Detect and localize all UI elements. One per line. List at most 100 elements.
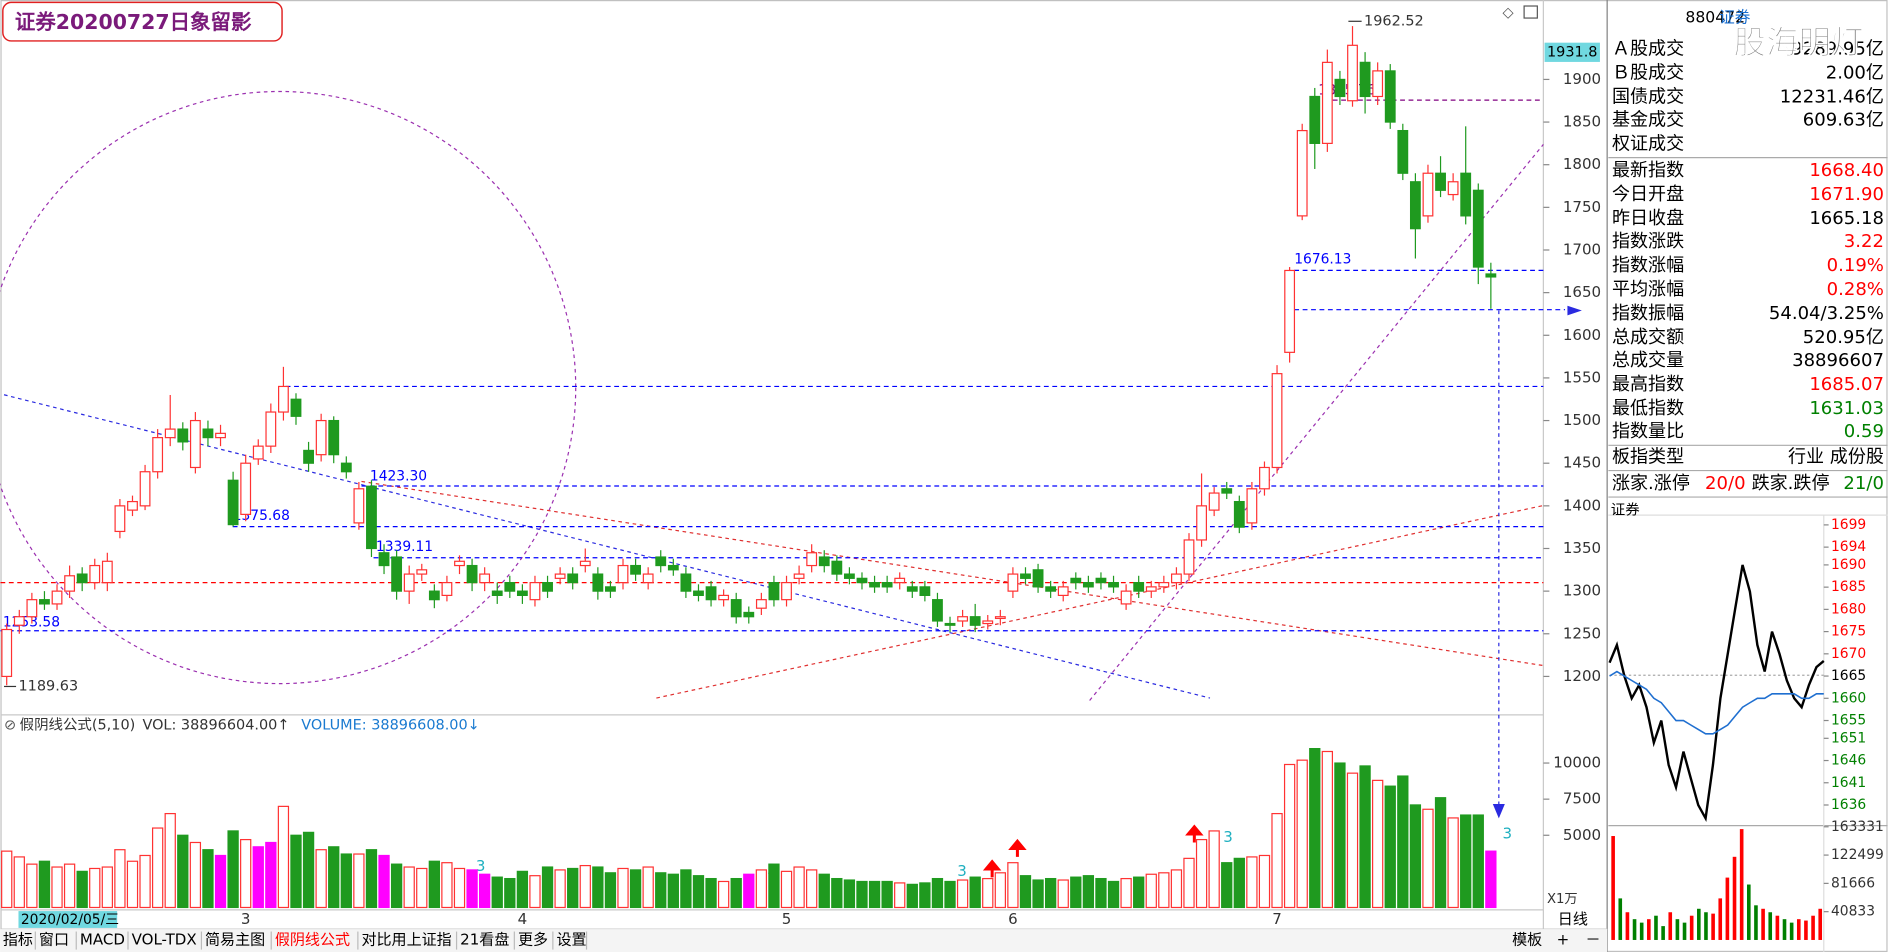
toolbar-tab[interactable]: 设置 xyxy=(556,930,586,948)
candle-body xyxy=(906,586,918,592)
toolbar-tab[interactable]: 窗口 xyxy=(39,930,69,948)
candle-body xyxy=(1045,586,1057,592)
volume-bar xyxy=(931,877,944,909)
period-label[interactable]: 日线 xyxy=(1558,910,1588,928)
info-value: 1665.18 xyxy=(1809,208,1884,229)
volume-bar xyxy=(692,875,705,909)
volume-bar xyxy=(38,860,51,909)
icon[interactable] xyxy=(1523,5,1538,19)
volume-bar xyxy=(1283,763,1296,909)
toolbar-tab[interactable]: 假阴线公式 xyxy=(275,930,350,948)
info-value: 1671.90 xyxy=(1809,184,1884,205)
candle-body xyxy=(1032,569,1044,588)
volume-bar xyxy=(1032,879,1044,909)
candle-body xyxy=(51,590,63,605)
info-value: 1685.07 xyxy=(1809,374,1884,395)
candle-body xyxy=(957,616,969,622)
volume-bar xyxy=(365,849,378,909)
candle-body xyxy=(1309,95,1321,144)
volume-bar xyxy=(1632,919,1637,940)
panel-icon[interactable]: ⊘ xyxy=(4,718,16,734)
y-tick-label: 1300 xyxy=(1563,582,1601,600)
candle-body xyxy=(428,590,440,601)
volume-bar xyxy=(982,877,994,909)
candle-body xyxy=(579,560,591,567)
y-tick-label: 1350 xyxy=(1563,539,1601,557)
toolbar-tab[interactable]: MACD xyxy=(80,930,125,948)
cursor-value-box xyxy=(1544,42,1600,62)
candle-body xyxy=(1208,492,1220,511)
y-tick-label: 1675 xyxy=(1831,624,1866,640)
zoom-in[interactable]: + xyxy=(1557,930,1570,948)
toolbar-tab[interactable]: 更多 xyxy=(518,930,548,948)
info-value: 1668.40 xyxy=(1809,160,1884,181)
candle-body xyxy=(403,573,415,592)
watermark: 股海明灯 xyxy=(1734,24,1864,62)
x-tick-label: 3 xyxy=(241,910,251,928)
candle-body xyxy=(1359,61,1371,98)
candle-body xyxy=(1145,586,1157,592)
volume-bar xyxy=(1747,884,1751,940)
volume-bar xyxy=(202,849,214,909)
info-label: 最新指数 xyxy=(1612,160,1684,181)
y-tick-label: 1641 xyxy=(1831,775,1866,791)
candle-body xyxy=(1007,573,1019,592)
volume-bar xyxy=(441,862,453,909)
volume-bar xyxy=(302,831,315,909)
template-button[interactable]: 模板 xyxy=(1512,930,1542,948)
volume-bar xyxy=(453,867,466,909)
volume-bar xyxy=(1725,877,1730,940)
volume-bar xyxy=(1654,915,1658,940)
info-label: 国债成交 xyxy=(1612,86,1684,107)
volume-bar xyxy=(378,854,390,909)
candle-body xyxy=(768,582,780,601)
candle-body xyxy=(76,573,88,584)
toolbar-tab[interactable]: 21看盘 xyxy=(460,930,509,948)
volume-bar xyxy=(1397,775,1409,909)
candle-body xyxy=(290,398,302,417)
volume-bar xyxy=(1768,912,1773,940)
candle-body xyxy=(353,488,365,524)
toolbar-tab[interactable]: 指标 xyxy=(3,930,33,948)
arrow-head xyxy=(1567,305,1582,316)
toolbar-tab[interactable]: 简易主图 xyxy=(205,930,265,948)
x-tick-label: 5 xyxy=(782,910,792,928)
y-tick-label: 1636 xyxy=(1831,797,1866,813)
drawings xyxy=(0,90,1582,819)
candle-body xyxy=(1221,488,1233,494)
candle-body xyxy=(1070,577,1082,584)
toolbar-tab[interactable]: 对比用上证指 xyxy=(361,930,451,948)
volume-bar xyxy=(1170,869,1183,909)
y-tick-label: 1680 xyxy=(1831,601,1866,617)
candle-body xyxy=(567,573,579,584)
candle-body xyxy=(693,590,704,597)
info-value: 2.00亿 xyxy=(1826,62,1884,83)
candle-body xyxy=(1246,488,1258,524)
volume-bar xyxy=(1675,919,1680,940)
zoom-out[interactable]: － xyxy=(1585,930,1600,948)
candle-body xyxy=(504,582,516,592)
info-label: 总成交量 xyxy=(1612,350,1684,371)
volume-bar xyxy=(1472,814,1484,909)
y-tick-label: 1694 xyxy=(1831,539,1866,555)
volume-bar xyxy=(680,869,692,909)
signal-label: 3 xyxy=(1223,828,1233,846)
candle-body xyxy=(1171,573,1182,584)
candle-body xyxy=(705,586,717,601)
icon[interactable]: ◇ xyxy=(1502,5,1514,21)
info-label: 基金成交 xyxy=(1612,109,1684,130)
candle-body xyxy=(315,419,327,456)
volume-bar xyxy=(1732,856,1737,940)
volume-bar xyxy=(969,876,981,909)
volume-bar xyxy=(139,854,151,909)
volume-bar xyxy=(1082,875,1095,909)
volume-bar xyxy=(755,869,768,909)
info-value: 1631.03 xyxy=(1809,398,1884,419)
volume-bar xyxy=(479,873,491,909)
volume-bar xyxy=(1422,808,1434,909)
level-label: 1676.13 xyxy=(1294,252,1351,268)
toolbar-tab[interactable]: VOL-TDX xyxy=(132,930,197,948)
volume-bar xyxy=(240,838,252,909)
volume-bar xyxy=(1754,905,1758,940)
candle-body xyxy=(1384,70,1396,123)
